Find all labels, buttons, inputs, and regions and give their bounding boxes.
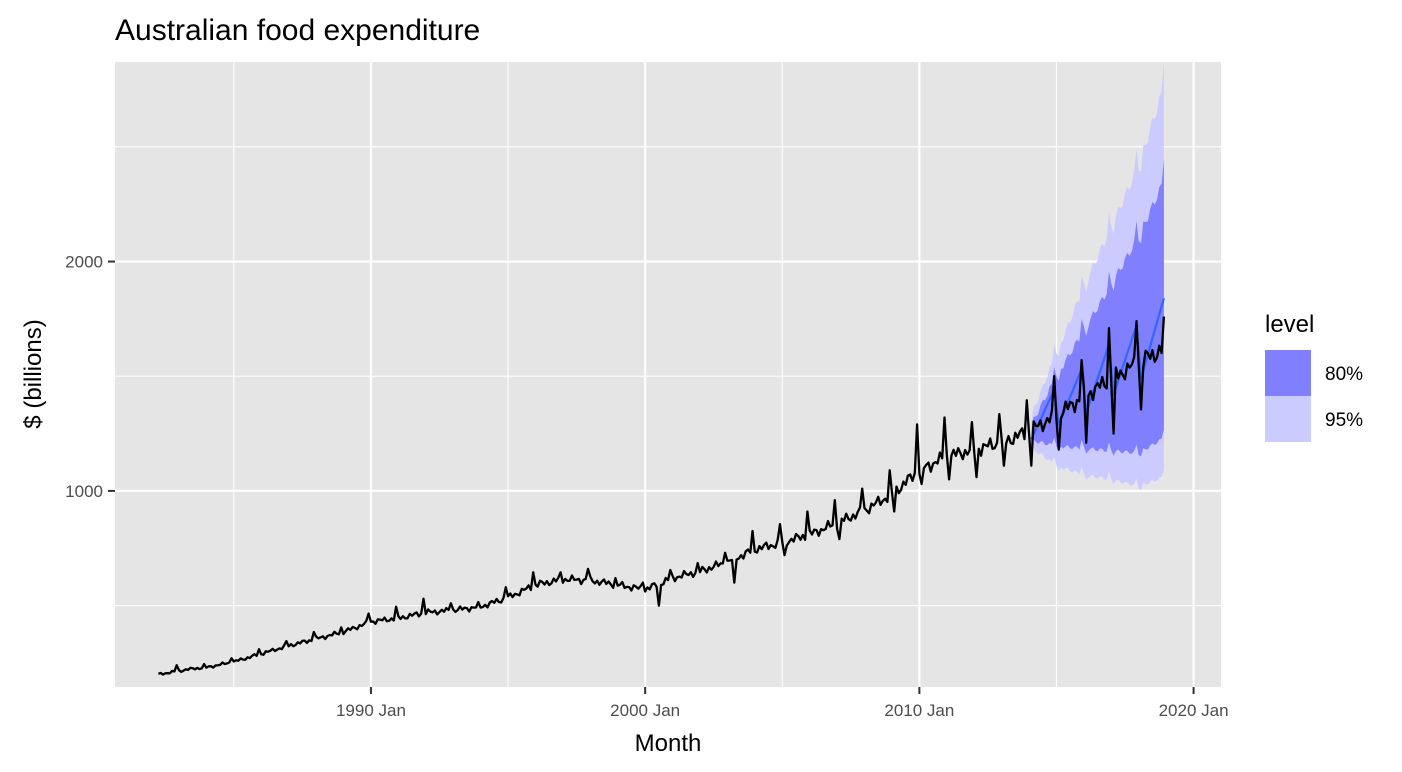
legend-key-80 — [1265, 350, 1311, 396]
major-gridlines — [115, 62, 1221, 687]
observed-series-line — [158, 316, 1166, 676]
x-axis-title: Month — [635, 730, 702, 757]
interval-band-80 — [1031, 159, 1164, 457]
chart-title: Australian food expenditure — [115, 14, 480, 47]
legend-title: level — [1265, 311, 1314, 338]
y-axis: 1000 2000 — [65, 253, 115, 501]
prediction-intervals — [1031, 61, 1164, 490]
y-tick-label: 2000 — [65, 253, 103, 272]
x-tick-label: 1990 Jan — [336, 701, 406, 720]
x-tick-label: 2010 Jan — [884, 701, 954, 720]
legend-label-80: 80% — [1325, 364, 1363, 385]
x-tick-label: 2020 Jan — [1159, 701, 1229, 720]
series-lines — [158, 297, 1166, 676]
x-axis: 1990 Jan 2000 Jan 2010 Jan 2020 Jan — [336, 687, 1229, 720]
y-tick-label: 1000 — [65, 482, 103, 501]
legend-key-95 — [1265, 396, 1311, 442]
minor-gridlines — [115, 62, 1221, 687]
legend-label-95: 95% — [1325, 410, 1363, 431]
plot-panel — [115, 62, 1221, 687]
y-axis-title: $ (billions) — [20, 319, 47, 428]
x-tick-label: 2000 Jan — [610, 701, 680, 720]
legend: level 80% 95% — [1265, 311, 1363, 442]
